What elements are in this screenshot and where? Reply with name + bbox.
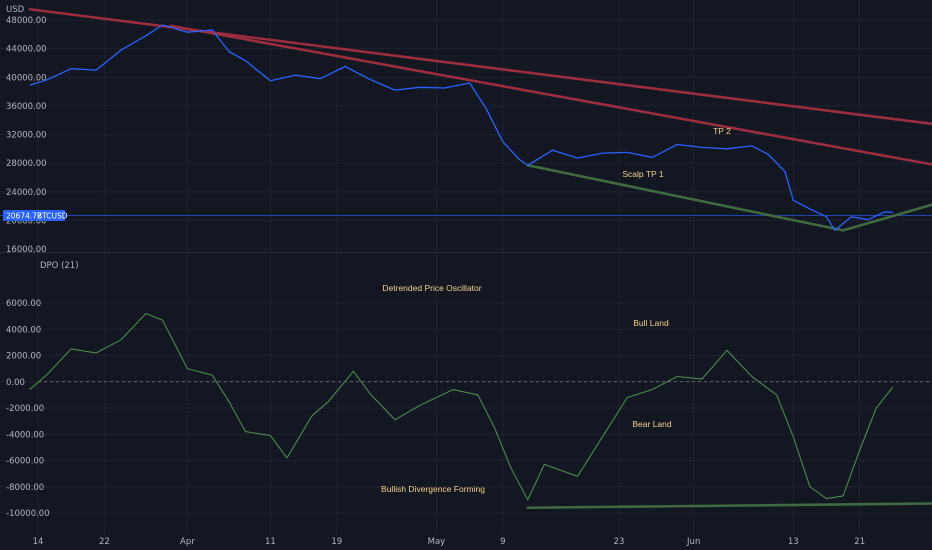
dpo-y-tick-label: -2000.00 bbox=[6, 404, 44, 414]
x-tick-label: May bbox=[428, 537, 446, 547]
price-y-tick-label: 40000.00 bbox=[6, 73, 47, 83]
price-y-tick-label: 16000.00 bbox=[6, 245, 47, 255]
last-price-badge: 20674.72 BTCUSD bbox=[3, 210, 68, 222]
price-y-tick-label: 32000.00 bbox=[6, 131, 47, 141]
price-y-ticks: 48000.00 44000.00 40000.00 36000.00 32000.00… bbox=[6, 16, 47, 255]
annotation-divergence: Bullish Divergence Forming bbox=[381, 484, 485, 494]
x-tick-label: 14 bbox=[33, 537, 44, 547]
price-y-tick-label: 20000.00 bbox=[6, 216, 47, 226]
dpo-y-tick-label: -10000.00 bbox=[6, 509, 50, 519]
symbol-text: BTCUSD bbox=[37, 212, 68, 221]
x-tick-label: 9 bbox=[500, 537, 505, 547]
price-axis-unit: USD bbox=[6, 5, 25, 15]
trendline-divergence-line bbox=[526, 502, 932, 510]
trendline-projection-up bbox=[841, 203, 932, 232]
x-tick-label: 11 bbox=[265, 537, 276, 547]
trendline-scalp-resistance bbox=[169, 24, 932, 166]
price-y-tick-label: 36000.00 bbox=[6, 102, 47, 112]
x-axis: 1422Apr1119May923Jun1321Jul1119Aug1523 bbox=[33, 537, 866, 547]
last-price-badge-bg bbox=[3, 210, 65, 222]
dpo-y-tick-label: 0.00 bbox=[6, 378, 25, 388]
dpo-y-tick-label: 6000.00 bbox=[6, 299, 41, 309]
price-y-tick-label: 44000.00 bbox=[6, 45, 47, 55]
annotation-bull-land: Bull Land bbox=[633, 318, 669, 328]
annotation-scalp-tp1: Scalp TP 1 bbox=[622, 169, 664, 179]
annotation-tp2: TP 2 bbox=[713, 126, 731, 136]
price-y-tick-label: 24000.00 bbox=[6, 188, 47, 198]
price-y-tick-label: 28000.00 bbox=[6, 159, 47, 169]
dpo-y-tick-label: 2000.00 bbox=[6, 352, 41, 362]
last-price-text: 20674.72 bbox=[6, 212, 42, 221]
x-tick-label: 13 bbox=[788, 537, 799, 547]
x-tick-label: 19 bbox=[331, 537, 342, 547]
x-tick-label: Apr bbox=[180, 537, 195, 547]
x-tick-label: 23 bbox=[614, 537, 625, 547]
price-trendlines[interactable] bbox=[28, 7, 932, 232]
dpo-pane-title: DPO (21) bbox=[40, 261, 79, 271]
x-tick-label: 21 bbox=[854, 537, 865, 547]
price-y-tick-label: 48000.00 bbox=[6, 16, 47, 26]
price-series-line bbox=[29, 24, 893, 232]
dpo-trendlines[interactable] bbox=[526, 502, 932, 510]
dpo-y-tick-label: -4000.00 bbox=[6, 430, 44, 440]
x-tick-label: 22 bbox=[99, 537, 110, 547]
dpo-y-tick-label: -8000.00 bbox=[6, 483, 44, 493]
annotation-dpo-name: Detrended Price Oscillator bbox=[382, 283, 481, 293]
x-tick-label: Jun bbox=[686, 537, 700, 547]
dpo-series-line bbox=[29, 312, 894, 501]
annotation-bear-land: Bear Land bbox=[632, 419, 671, 429]
dpo-y-ticks: 6000.00 4000.00 2000.00 0.00 -2000.00 -4000.0… bbox=[6, 299, 50, 519]
dpo-y-tick-label: 4000.00 bbox=[6, 325, 41, 335]
dpo-y-tick-label: -6000.00 bbox=[6, 457, 44, 467]
trendline-support-down bbox=[526, 163, 845, 232]
